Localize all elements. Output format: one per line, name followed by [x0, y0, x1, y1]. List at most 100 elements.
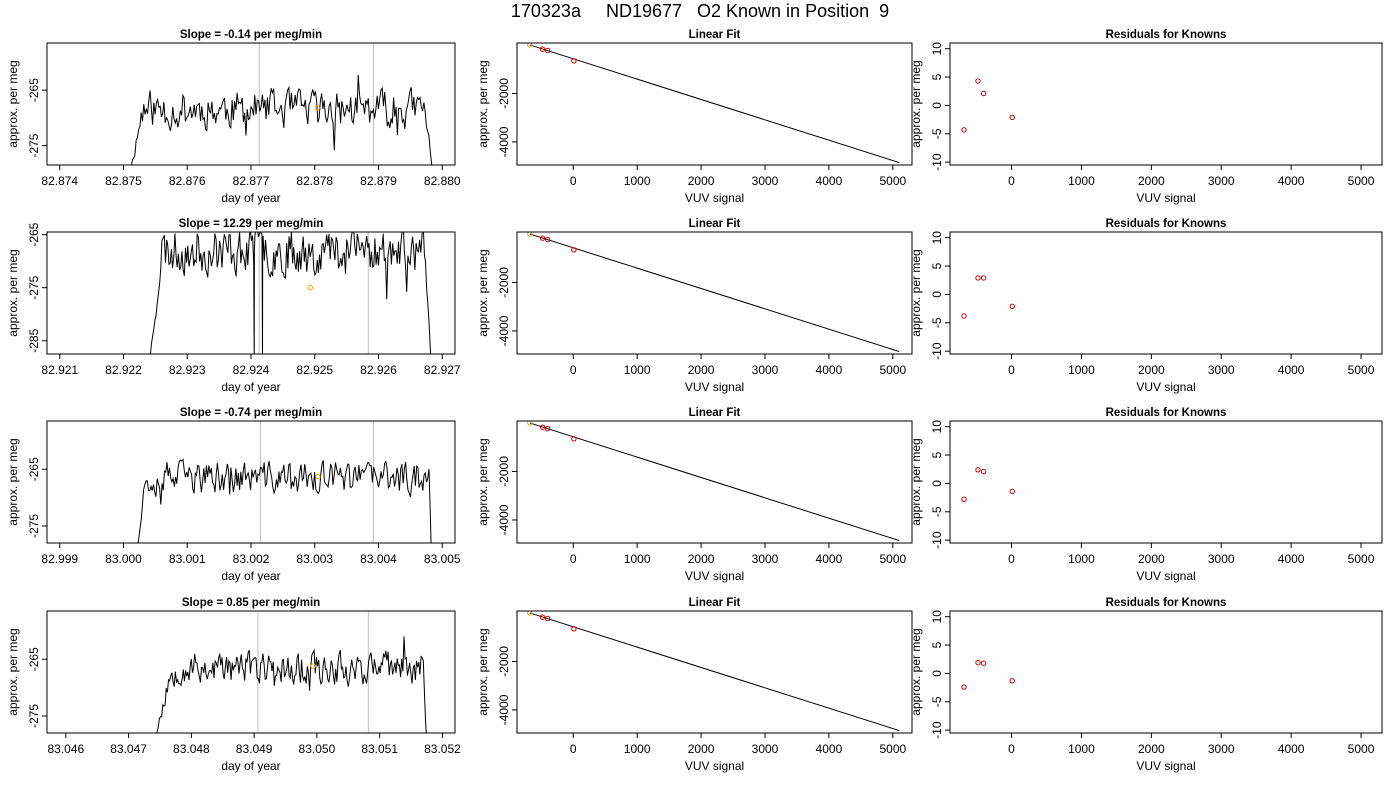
panel-r1-c2: Linear Fit VUV signal approx. per meg 0 1000… [476, 29, 913, 205]
y-tick-label: -275 [27, 275, 41, 299]
x-tick-label: 5000 [879, 174, 906, 188]
fit-point [539, 614, 546, 620]
panel-r3-c2: Linear Fit VUV signal approx. per meg 0 1000… [476, 407, 913, 583]
residual-point [961, 127, 967, 133]
x-tick-label: 2000 [688, 552, 715, 566]
x-tick-label: 3000 [752, 174, 779, 188]
x-tick-label: 82.999 [41, 552, 78, 566]
fit-point [544, 47, 551, 54]
x-tick-label: 0 [570, 552, 577, 566]
x-tick-label: 2000 [1138, 552, 1165, 566]
y-axis-label: approx. per meg [909, 249, 923, 336]
x-tick-label: 83.049 [236, 742, 273, 756]
residual-point [975, 467, 981, 473]
x-axis-label: VUV signal [685, 569, 744, 583]
x-tick-label: 83.052 [424, 742, 461, 756]
x-tick-label: 5000 [1348, 174, 1375, 188]
y-axis-label: approx. per meg [909, 628, 923, 715]
x-tick-label: 2000 [688, 174, 715, 188]
fit-point [544, 615, 551, 622]
x-tick-label: 3000 [1208, 552, 1235, 566]
fit-line [529, 612, 900, 732]
plot-area [131, 43, 433, 165]
x-tick-label: 82.878 [296, 174, 333, 188]
plot-frame [949, 42, 1383, 166]
plot-frame [46, 42, 456, 166]
x-tick-label: 1000 [624, 174, 651, 188]
plot-frame [46, 420, 456, 544]
y-axis-label: approx. per meg [909, 438, 923, 525]
x-tick-label: 3000 [1208, 363, 1235, 377]
plot-area [527, 43, 900, 164]
fit-point [539, 235, 546, 241]
x-tick-label: 4000 [816, 174, 843, 188]
sample-marker [315, 473, 321, 480]
x-axis-label: day of year [221, 380, 280, 394]
panel-title: Linear Fit [689, 218, 741, 230]
residual-point [980, 468, 987, 475]
y-tick-label: -265 [27, 647, 41, 671]
panel-r4-c1: Slope = 0.85 per meg/min day of year appro… [6, 597, 461, 773]
x-tick-label: 4000 [1278, 363, 1305, 377]
residual-point [961, 684, 967, 690]
residual-point [961, 313, 967, 319]
y-tick-label: -2000 [497, 456, 511, 487]
fit-point [539, 46, 546, 52]
residual-point [1009, 303, 1015, 310]
panel-title: Residuals for Knowns [1106, 407, 1227, 419]
x-tick-label: 4000 [1278, 174, 1305, 188]
y-tick-label: -275 [27, 514, 41, 538]
y-axis-label: approx. per meg [6, 249, 20, 336]
panel-title: Linear Fit [689, 407, 741, 419]
panel-r2-c2: Linear Fit VUV signal approx. per meg 0 1000… [476, 218, 913, 394]
plot-frame [46, 610, 456, 734]
plot-frame [516, 610, 913, 734]
residual-point [975, 275, 981, 281]
x-tick-label: 82.921 [41, 363, 78, 377]
y-tick-label: -10 [930, 153, 944, 171]
x-tick-label: 5000 [879, 742, 906, 756]
y-tick-label: -5 [930, 128, 944, 139]
panel-r3-c1: Slope = -0.74 per meg/min day of year appr… [6, 407, 461, 583]
x-tick-label: 5000 [879, 552, 906, 566]
measurement-trace [156, 636, 427, 733]
measurement-trace [149, 232, 432, 354]
x-tick-label: 1000 [624, 742, 651, 756]
fit-point [527, 232, 533, 237]
plot-frame [949, 231, 1383, 355]
panel-r3-c3: Residuals for Knowns VUV signal approx. pe… [909, 407, 1383, 583]
plot-area [527, 611, 900, 732]
x-tick-label: 3000 [752, 552, 779, 566]
x-tick-label: 0 [1008, 363, 1015, 377]
fit-line [529, 422, 900, 542]
x-tick-label: 5000 [1348, 363, 1375, 377]
x-tick-label: 5000 [1348, 742, 1375, 756]
x-tick-label: 0 [570, 174, 577, 188]
x-tick-label: 83.046 [47, 742, 84, 756]
y-tick-label: 10 [930, 231, 944, 245]
x-tick-label: 82.879 [360, 174, 397, 188]
figure-suptitle: 170323a ND19677 O2 Known in Position 9 [510, 1, 890, 21]
sample-marker [314, 105, 320, 111]
fit-point [571, 58, 577, 64]
panel-title: Slope = -0.74 per meg/min [180, 407, 322, 419]
panel-r4-c2: Linear Fit VUV signal approx. per meg 0 1000… [476, 597, 913, 773]
x-tick-label: 83.050 [299, 742, 336, 756]
x-tick-label: 1000 [1068, 174, 1095, 188]
x-tick-label: 82.877 [233, 174, 270, 188]
plot-area [527, 232, 900, 353]
x-tick-label: 3000 [1208, 742, 1235, 756]
x-tick-label: 3000 [752, 742, 779, 756]
x-axis-label: VUV signal [685, 191, 744, 205]
x-tick-label: 82.875 [105, 174, 142, 188]
x-tick-label: 2000 [688, 742, 715, 756]
y-axis-label: approx. per meg [476, 249, 490, 336]
y-axis-label: approx. per meg [476, 628, 490, 715]
panel-r2-c3: Residuals for Knowns VUV signal approx. pe… [909, 218, 1383, 394]
plot-frame [46, 231, 456, 355]
x-tick-label: 1000 [1068, 552, 1095, 566]
y-tick-label: -5 [930, 696, 944, 707]
x-tick-label: 0 [1008, 552, 1015, 566]
y-axis-label: approx. per meg [476, 438, 490, 525]
